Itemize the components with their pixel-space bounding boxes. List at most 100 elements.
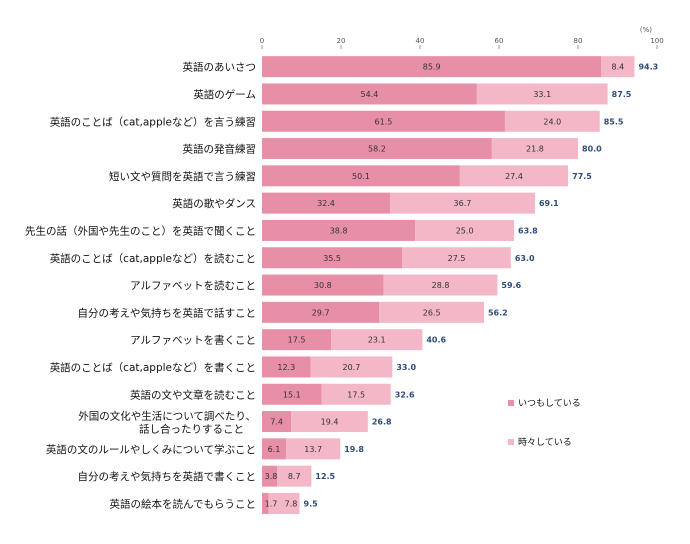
value-label-always: 30.8 xyxy=(314,281,332,290)
bars: 85.9 8.4 94.3 54.4 33.1 87.5 61.5 24.0 85.5 58.2 2… xyxy=(262,56,658,514)
category-label: 英語のことば（cat,appleなど）を読むこと xyxy=(50,252,256,265)
value-label-always: 50.1 xyxy=(352,172,370,181)
bar-segment-always xyxy=(262,329,332,351)
value-label-always: 7.4 xyxy=(270,418,283,427)
total-label: 80.0 xyxy=(582,145,602,154)
category-label: 英語のゲーム xyxy=(193,88,256,101)
bar-segment-always xyxy=(262,192,390,214)
value-label-sometimes: 21.8 xyxy=(526,145,544,154)
bar-segment-always xyxy=(262,492,269,514)
value-label-always: 1.7 xyxy=(265,499,278,508)
x-tick-label: 40 xyxy=(416,37,425,45)
category-label: 英語のことば（cat,appleなど）を書くこと xyxy=(50,361,256,374)
bar-segment-sometimes xyxy=(476,83,608,105)
value-label-sometimes: 26.5 xyxy=(423,308,441,317)
category-label: 英語のことば（cat,appleなど）を言う練習 xyxy=(50,115,256,128)
value-label-sometimes: 25.0 xyxy=(456,226,474,235)
value-label-always: 17.5 xyxy=(288,336,306,345)
unit-label: (%) xyxy=(640,26,652,34)
total-label: 19.8 xyxy=(344,445,364,454)
total-label: 63.8 xyxy=(518,226,538,235)
value-label-always: 3.8 xyxy=(265,472,278,481)
value-label-always: 29.7 xyxy=(312,308,330,317)
bar-segment-sometimes xyxy=(459,165,569,187)
total-label: 59.6 xyxy=(501,281,521,290)
legend-swatch xyxy=(508,400,514,406)
value-label-sometimes: 19.4 xyxy=(321,418,339,427)
category-label: 自分の考えや気持ちを英語で書くこと xyxy=(78,470,257,483)
value-label-always: 54.4 xyxy=(361,90,379,99)
total-label: 85.5 xyxy=(604,117,624,126)
x-tick-label: 100 xyxy=(650,37,663,45)
bar-segment-sometimes xyxy=(379,301,484,323)
value-label-always: 61.5 xyxy=(375,117,393,126)
category-label: 英語の文のルールやしくみについて学ぶこと xyxy=(46,443,256,456)
value-label-always: 85.9 xyxy=(423,63,441,72)
value-label-always: 6.1 xyxy=(268,445,281,454)
value-label-sometimes: 23.1 xyxy=(368,336,386,345)
bar-segment-sometimes xyxy=(310,356,393,378)
total-label: 56.2 xyxy=(488,308,508,317)
bar-segment-always xyxy=(262,110,505,132)
category-label: 自分の考えや気持ちを英語で話すこと xyxy=(78,306,257,319)
category-label: 英語の文や文章を読むこと xyxy=(130,388,256,401)
legend-label: 時々している xyxy=(518,437,572,448)
bar-segment-sometimes xyxy=(389,192,535,214)
value-label-sometimes: 7.8 xyxy=(285,499,298,508)
value-label-always: 35.5 xyxy=(323,254,341,263)
bar-segment-sometimes xyxy=(268,492,300,514)
value-label-sometimes: 24.0 xyxy=(543,117,561,126)
total-label: 26.8 xyxy=(372,418,392,427)
value-label-sometimes: 28.8 xyxy=(432,281,450,290)
total-label: 32.6 xyxy=(395,390,415,399)
x-tick-label: 20 xyxy=(337,37,346,45)
category-label: 先生の話（外国や先生のこと）を英語で聞くこと xyxy=(25,224,256,237)
total-label: 12.5 xyxy=(315,472,335,481)
value-label-sometimes: 8.7 xyxy=(288,472,301,481)
bar-segment-always xyxy=(262,301,380,323)
category-label: アルファベットを読むこと xyxy=(130,279,256,292)
bar-segment-sometimes xyxy=(491,138,578,160)
total-label: 87.5 xyxy=(612,90,632,99)
bar-segment-always xyxy=(262,411,292,433)
bar-segment-always xyxy=(262,438,287,460)
value-label-always: 12.3 xyxy=(277,363,295,372)
value-label-sometimes: 13.7 xyxy=(304,445,322,454)
total-label: 94.3 xyxy=(638,63,658,72)
value-label-sometimes: 33.1 xyxy=(533,90,551,99)
x-axis-ticks: 0 20 40 60 80 100 xyxy=(260,37,664,49)
bar-segment-sometimes xyxy=(504,110,600,132)
value-label-always: 58.2 xyxy=(368,145,386,154)
category-label: 短い文や質問を英語で言う練習 xyxy=(109,170,256,183)
value-label-sometimes: 17.5 xyxy=(347,390,365,399)
bar-segment-sometimes xyxy=(601,56,635,78)
legend-label: いつもしている xyxy=(518,398,581,409)
bar-segment-always xyxy=(262,356,311,378)
value-label-always: 38.8 xyxy=(330,226,348,235)
total-label: 33.0 xyxy=(396,363,416,372)
bar-segment-sometimes xyxy=(415,219,515,241)
bar-segment-always xyxy=(262,465,278,487)
value-label-always: 32.4 xyxy=(317,199,335,208)
x-tick-label: 60 xyxy=(495,37,504,45)
bar-segment-always xyxy=(262,56,602,78)
category-label: 外国の文化や生活について調べたり、話し合ったりすること xyxy=(78,410,256,436)
value-label-sometimes: 8.4 xyxy=(612,63,625,72)
bar-segment-sometimes xyxy=(383,274,498,296)
bar-segment-always xyxy=(262,83,477,105)
value-label-sometimes: 27.5 xyxy=(448,254,466,263)
bar-segment-sometimes xyxy=(286,438,341,460)
bar-segment-always xyxy=(262,383,322,405)
total-label: 40.6 xyxy=(426,336,446,345)
category-label: 英語のあいさつ xyxy=(183,61,257,74)
bar-segment-always xyxy=(262,274,384,296)
bar-segment-sometimes xyxy=(331,329,423,351)
total-label: 63.0 xyxy=(515,254,535,263)
category-label: 英語の発音練習 xyxy=(183,143,257,156)
x-tick-label: 80 xyxy=(574,37,583,45)
x-tick-label: 0 xyxy=(260,37,264,45)
bar-segment-sometimes xyxy=(321,383,391,405)
bar-segment-sometimes xyxy=(277,465,312,487)
value-label-always: 15.1 xyxy=(283,390,301,399)
